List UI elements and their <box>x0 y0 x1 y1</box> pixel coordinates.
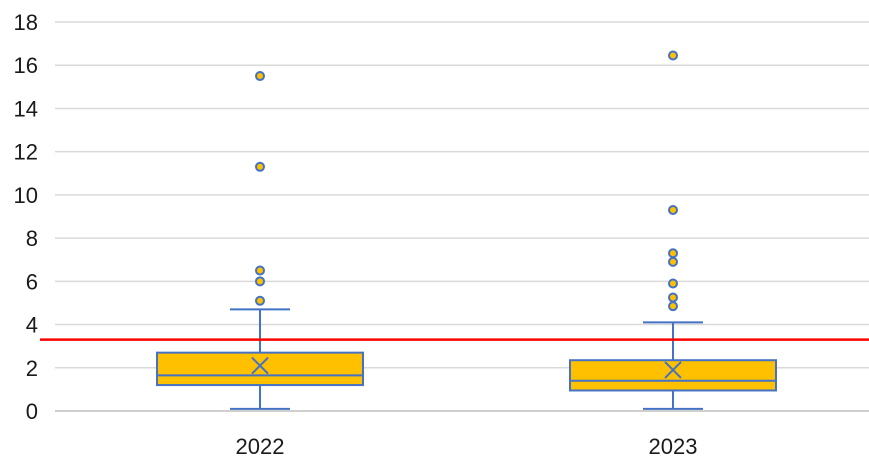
x-tick-label: 2023 <box>649 434 698 459</box>
outlier-point <box>255 161 265 172</box>
y-tick-label: 12 <box>14 140 38 165</box>
gridlines <box>55 21 869 412</box>
outlier-point <box>255 276 265 287</box>
x-axis-tick-labels: 2022 2023 <box>236 434 698 459</box>
y-axis-tick-labels: 0 2 4 6 8 10 12 14 16 18 <box>14 10 38 424</box>
outlier-point <box>668 278 678 289</box>
mean-marker <box>251 356 269 375</box>
outlier-point <box>668 256 678 267</box>
box-iqr <box>156 351 364 387</box>
y-tick-label: 16 <box>14 53 38 78</box>
y-tick-label: 4 <box>26 313 38 338</box>
outlier-point <box>668 301 678 312</box>
box-series <box>156 50 777 410</box>
box-2023 <box>569 50 777 410</box>
box-iqr <box>569 359 777 392</box>
y-tick-label: 8 <box>26 226 38 251</box>
outlier-point <box>668 205 678 216</box>
mean-marker <box>664 361 682 379</box>
outlier-point <box>668 248 678 259</box>
outlier-point <box>255 265 265 276</box>
y-tick-label: 2 <box>26 356 38 381</box>
x-tick-label: 2022 <box>236 434 285 459</box>
y-tick-label: 6 <box>26 269 38 294</box>
outlier-point <box>255 295 265 306</box>
y-tick-label: 10 <box>14 183 38 208</box>
y-tick-label: 18 <box>14 10 38 35</box>
outlier-point <box>668 292 678 303</box>
y-tick-label: 14 <box>14 96 38 121</box>
outlier-point <box>255 71 265 82</box>
outlier-point <box>668 50 678 61</box>
y-tick-label: 0 <box>26 399 38 424</box>
box-2022 <box>156 71 364 410</box>
